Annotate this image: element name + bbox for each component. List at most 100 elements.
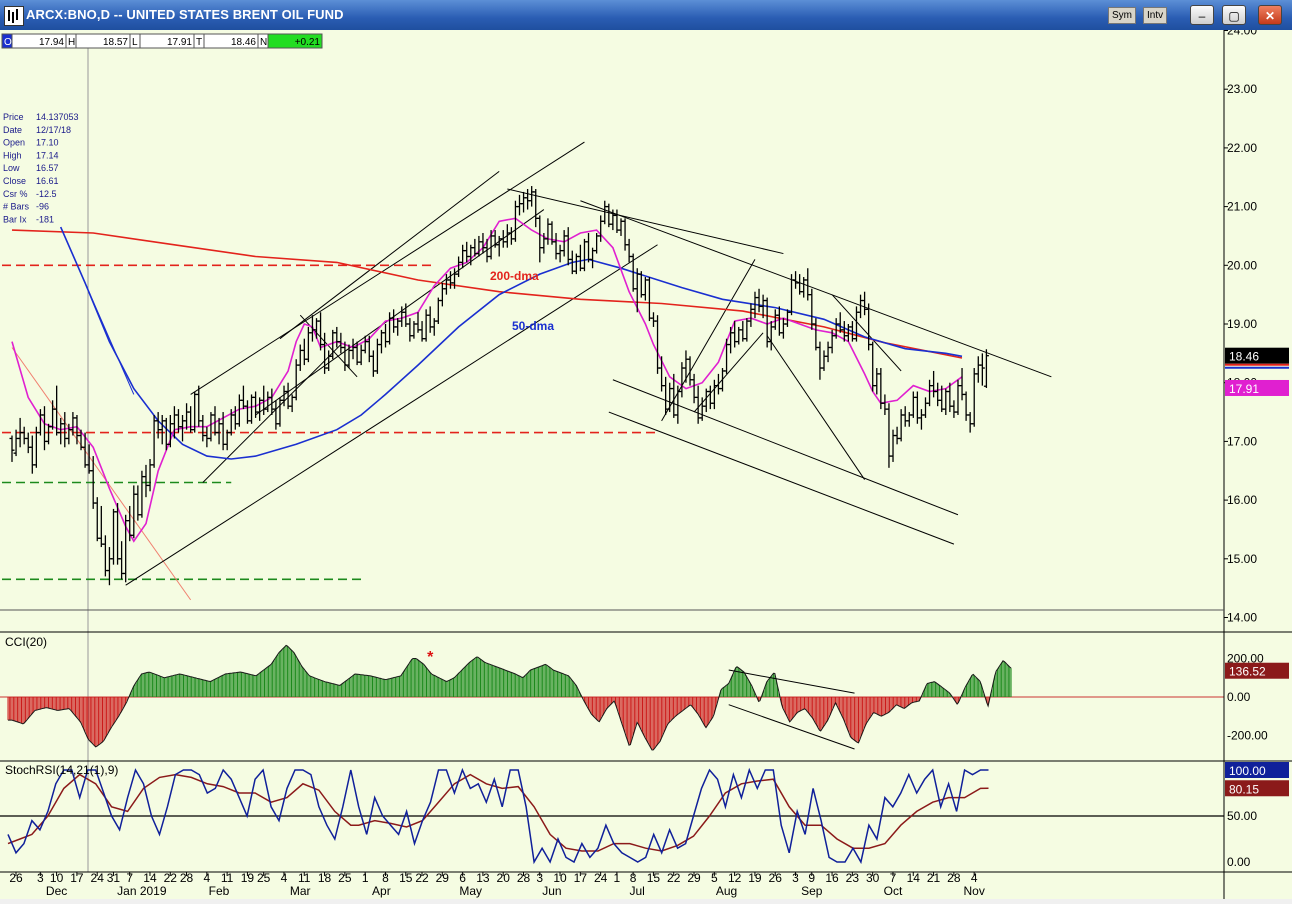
price-tick-label: 15.00 — [1227, 552, 1257, 566]
quote-key-label: H — [68, 37, 75, 48]
time-tick-label: 25 — [257, 871, 271, 885]
price-trendline — [11, 347, 192, 601]
time-tick-label: 20 — [497, 871, 511, 885]
time-tick-label: 12 — [728, 871, 742, 885]
data-window-label: Open — [3, 138, 25, 148]
time-tick-label: 18 — [318, 871, 332, 885]
time-tick-label: 14 — [907, 871, 921, 885]
quote-key-label: L — [132, 37, 138, 48]
price-last-tag — [1225, 347, 1289, 364]
time-tick-label: 8 — [630, 871, 637, 885]
ma-50-label: 50-dma — [512, 319, 554, 333]
quote-value: +0.21 — [295, 37, 321, 48]
month-label: Jun — [542, 884, 561, 898]
price-tick-label: 22.00 — [1227, 141, 1257, 155]
time-tick-label: 17 — [70, 871, 84, 885]
data-window-value: 14.137053 — [36, 112, 79, 122]
month-label: Jul — [630, 884, 645, 898]
price-tick-label: 21.00 — [1227, 200, 1257, 214]
symbol-link-button[interactable]: Sym — [1108, 7, 1136, 24]
time-tick-label: 10 — [50, 871, 64, 885]
time-tick-label: 11 — [221, 871, 234, 885]
time-tick-label: 16 — [825, 871, 839, 885]
time-tick-label: 1 — [614, 871, 621, 885]
price-trendline — [766, 335, 866, 480]
month-label: Aug — [716, 884, 737, 898]
chart-area[interactable]: 24.0023.0022.0021.0020.0019.0018.0017.00… — [0, 24, 1292, 899]
time-tick-label: 1 — [362, 871, 369, 885]
price-trendline — [279, 170, 500, 340]
chart-svg[interactable]: 24.0023.0022.0021.0020.0019.0018.0017.00… — [0, 24, 1292, 899]
month-label: Dec — [46, 884, 67, 898]
time-tick-label: 22 — [164, 871, 178, 885]
maximize-button[interactable]: ▢ — [1222, 5, 1246, 25]
time-tick-label: 4 — [203, 871, 210, 885]
window-title: ARCX:BNO,D -- UNITED STATES BRENT OIL FU… — [26, 7, 344, 22]
time-tick-label: 28 — [947, 871, 961, 885]
cci-tick-label: 0.00 — [1227, 690, 1251, 704]
month-label: May — [459, 884, 482, 898]
data-window-label: High — [3, 150, 22, 160]
interval-link-button[interactable]: Intv — [1143, 7, 1168, 24]
price-last-tag-label: 18.46 — [1229, 350, 1259, 364]
price-trendline — [661, 259, 756, 422]
title-bar: ARCX:BNO,D -- UNITED STATES BRENT OIL FU… — [0, 0, 1292, 30]
cci-tick-label: 200.00 — [1227, 652, 1264, 666]
data-window-label: # Bars — [3, 202, 30, 212]
close-button[interactable]: ✕ — [1258, 5, 1282, 25]
stochrsi-last-tag — [1225, 780, 1289, 797]
cci-title: CCI(20) — [5, 635, 47, 649]
price-trendline — [255, 209, 545, 416]
data-window-label: Close — [3, 176, 26, 186]
time-tick-label: 10 — [553, 871, 567, 885]
stochrsi-tick-label: 50.00 — [1227, 809, 1257, 823]
minimize-button[interactable]: – — [1190, 5, 1214, 25]
time-tick-label: 3 — [536, 871, 543, 885]
price-trendline — [125, 244, 658, 586]
cci-marker-star: * — [427, 649, 434, 666]
data-window-value: 17.14 — [36, 150, 59, 160]
data-window-value: 16.61 — [36, 176, 59, 186]
ma-200-label: 200-dma — [490, 269, 539, 283]
price-trendline — [580, 200, 1052, 378]
time-tick-label: 13 — [476, 871, 490, 885]
data-window-label: Csr % — [3, 189, 28, 199]
cci-trendline — [728, 704, 855, 750]
time-tick-label: 21 — [927, 871, 941, 885]
price-trendline — [612, 379, 959, 516]
time-tick-label: 25 — [338, 871, 352, 885]
time-tick-label: 15 — [399, 871, 413, 885]
time-tick-label: 15 — [647, 871, 661, 885]
price-trendline — [190, 141, 585, 395]
quote-value: 18.46 — [231, 37, 256, 48]
stochrsi-k-line — [7, 767, 989, 865]
cci-last-tag-label: 136.52 — [1229, 665, 1266, 679]
time-tick-label: 8 — [382, 871, 389, 885]
time-tick-label: 30 — [866, 871, 880, 885]
time-tick-label: 11 — [298, 871, 311, 885]
stochrsi-tick-label: 0.00 — [1227, 855, 1251, 869]
time-tick-label: 26 — [9, 871, 23, 885]
time-tick-label: 22 — [415, 871, 429, 885]
cci-line — [8, 644, 1012, 751]
time-tick-label: 4 — [971, 871, 978, 885]
time-tick-label: 26 — [769, 871, 783, 885]
time-tick-label: 31 — [107, 871, 121, 885]
chart-background — [0, 30, 1292, 899]
time-tick-label: 19 — [241, 871, 255, 885]
app-chart-icon — [4, 6, 24, 26]
month-label: Mar — [290, 884, 311, 898]
data-window-value: 12/17/18 — [36, 125, 71, 135]
price-trendline — [507, 188, 784, 255]
data-window-label: Bar Ix — [3, 214, 27, 224]
ma-200-line — [11, 229, 963, 359]
time-tick-label: 6 — [459, 871, 466, 885]
time-tick-label: 14 — [143, 871, 157, 885]
stochrsi-d-line — [7, 773, 989, 852]
ohlc-bar — [979, 353, 985, 386]
price-tick-label: 17.00 — [1227, 434, 1257, 448]
time-tick-label: 28 — [180, 871, 194, 885]
price-tick-label: 20.00 — [1227, 258, 1257, 272]
data-window-label: Low — [3, 163, 20, 173]
price-trendline — [693, 332, 764, 413]
